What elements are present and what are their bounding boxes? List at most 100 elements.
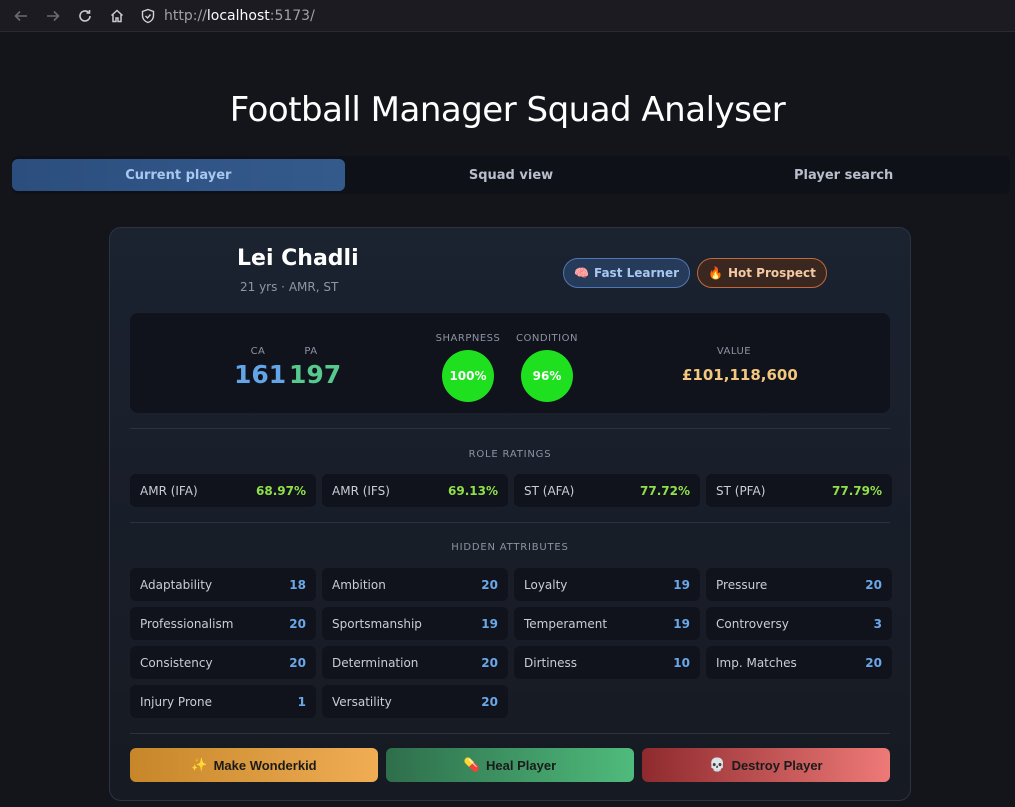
divider: [130, 428, 890, 429]
attribute-item: Ambition 20: [322, 568, 508, 601]
attribute-name: Imp. Matches: [716, 655, 797, 670]
attribute-value: 10: [673, 655, 690, 670]
tab-player-search[interactable]: Player search: [794, 167, 894, 183]
attribute-value: 3: [873, 616, 882, 631]
back-arrow-icon[interactable]: [10, 5, 32, 27]
attribute-name: Professionalism: [140, 616, 234, 631]
attribute-name: Sportsmanship: [332, 616, 422, 631]
button-label: Destroy Player: [731, 757, 823, 773]
button-label: Make Wonderkid: [213, 757, 317, 773]
attribute-value: 19: [673, 577, 690, 592]
role-ratings-title: ROLE RATINGS: [468, 449, 552, 460]
attribute-value: 1: [297, 694, 306, 709]
button-label: Heal Player: [486, 757, 557, 773]
divider: [130, 522, 890, 523]
hidden-attributes-title: HIDDEN ATTRIBUTES: [451, 542, 569, 553]
pill-icon: 💊: [463, 757, 481, 772]
attribute-name: Versatility: [332, 694, 392, 709]
role-rating-value: 68.97%: [256, 483, 306, 498]
attribute-item: Professionalism 20: [130, 607, 316, 640]
role-rating-item: ST (AFA) 77.72%: [514, 474, 700, 507]
browser-toolbar: http://localhost:5173/: [0, 0, 1015, 32]
attribute-item: Determination 20: [322, 646, 508, 679]
attribute-name: Consistency: [140, 655, 213, 670]
attribute-item: Pressure 20: [706, 568, 892, 601]
role-rating-value: 77.79%: [832, 483, 882, 498]
condition-label: CONDITION: [516, 333, 578, 344]
attribute-name: Loyalty: [524, 577, 568, 592]
attribute-name: Controversy: [716, 616, 789, 631]
pa-label: PA: [304, 346, 318, 357]
role-ratings-grid: AMR (IFA) 68.97% AMR (IFS) 69.13% ST (AFA)…: [130, 474, 892, 507]
attribute-value: 20: [289, 616, 306, 631]
attribute-item: Versatility 20: [322, 685, 508, 718]
skull-icon: 💀: [709, 757, 726, 772]
attribute-value: 20: [289, 655, 306, 670]
attribute-value: 20: [865, 655, 882, 670]
attribute-value: 20: [481, 694, 498, 709]
attribute-name: Temperament: [524, 616, 608, 631]
role-rating-item: ST (PFA) 77.79%: [706, 474, 892, 507]
attribute-name: Ambition: [332, 577, 386, 592]
url-host: localhost: [206, 7, 270, 24]
destroy-player-button[interactable]: 💀 Destroy Player: [642, 748, 890, 782]
stats-panel: CA 161 PA 197 SHARPNESS 100% CONDITION 9…: [130, 313, 890, 413]
role-rating-value: 69.13%: [448, 483, 498, 498]
role-name: ST (AFA): [524, 483, 575, 498]
tab-bar: Current player Squad view Player search: [12, 156, 1010, 194]
forward-arrow-icon[interactable]: [42, 5, 64, 27]
role-rating-value: 77.72%: [640, 483, 690, 498]
badge-label: Hot Prospect: [727, 266, 816, 280]
badge-hot-prospect: 🔥 Hot Prospect: [697, 258, 827, 288]
sparkles-icon: ✨: [191, 757, 208, 772]
attribute-name: Injury Prone: [140, 694, 212, 709]
player-actions: ✨ Make Wonderkid 💊 Heal Player 💀 Destroy Pl…: [130, 748, 890, 782]
page-title: Football Manager Squad Analyser: [229, 90, 786, 130]
attribute-item: Dirtiness 10: [514, 646, 700, 679]
attribute-item: Loyalty 19: [514, 568, 700, 601]
condition-indicator: 96%: [521, 350, 573, 402]
url-bar[interactable]: http://localhost:5173/: [140, 3, 1010, 28]
sharpness-indicator: 100%: [442, 350, 494, 402]
attribute-item: Adaptability 18: [130, 568, 316, 601]
url-protocol: http://: [164, 7, 207, 24]
role-name: ST (PFA): [716, 483, 766, 498]
player-card: Lei Chadli 21 yrs · AMR, ST 🧠 Fast Learn…: [109, 227, 911, 801]
player-meta: 21 yrs · AMR, ST: [240, 280, 339, 294]
ca-label: CA: [250, 346, 266, 357]
role-rating-item: AMR (IFS) 69.13%: [322, 474, 508, 507]
role-name: AMR (IFS): [332, 483, 390, 498]
heal-player-button[interactable]: 💊 Heal Player: [386, 748, 634, 782]
player-value: £101,118,600: [682, 366, 798, 384]
player-badges: 🧠 Fast Learner 🔥 Hot Prospect: [563, 258, 827, 288]
badge-fast-learner: 🧠 Fast Learner: [563, 258, 691, 288]
attribute-value: 18: [289, 577, 306, 592]
attribute-value: 19: [481, 616, 498, 631]
attribute-item: Injury Prone 1: [130, 685, 316, 718]
attribute-name: Adaptability: [140, 577, 213, 592]
fire-icon: 🔥: [708, 266, 723, 280]
attribute-value: 19: [673, 616, 690, 631]
divider: [130, 733, 890, 734]
home-icon[interactable]: [106, 5, 128, 27]
tab-squad-view[interactable]: Squad view: [468, 167, 554, 183]
attribute-value: 20: [481, 655, 498, 670]
attribute-item: Consistency 20: [130, 646, 316, 679]
brain-icon: 🧠: [574, 266, 589, 280]
attribute-name: Determination: [332, 655, 419, 670]
value-label: VALUE: [716, 346, 752, 357]
make-wonderkid-button[interactable]: ✨ Make Wonderkid: [130, 748, 378, 782]
attribute-item: Sportsmanship 19: [322, 607, 508, 640]
attribute-item: Controversy 3: [706, 607, 892, 640]
hidden-attributes-grid: Adaptability 18 Ambition 20 Loyalty 19 Pres…: [130, 568, 892, 718]
attribute-value: 20: [481, 577, 498, 592]
url-path: :5173/: [269, 7, 315, 24]
tab-current-player[interactable]: Current player: [12, 159, 345, 191]
shield-icon: [141, 8, 155, 23]
attribute-name: Pressure: [716, 577, 768, 592]
reload-icon[interactable]: [74, 5, 96, 27]
attribute-name: Dirtiness: [524, 655, 578, 670]
attribute-value: 20: [865, 577, 882, 592]
attribute-item: Imp. Matches 20: [706, 646, 892, 679]
ca-value: 161: [234, 360, 287, 389]
